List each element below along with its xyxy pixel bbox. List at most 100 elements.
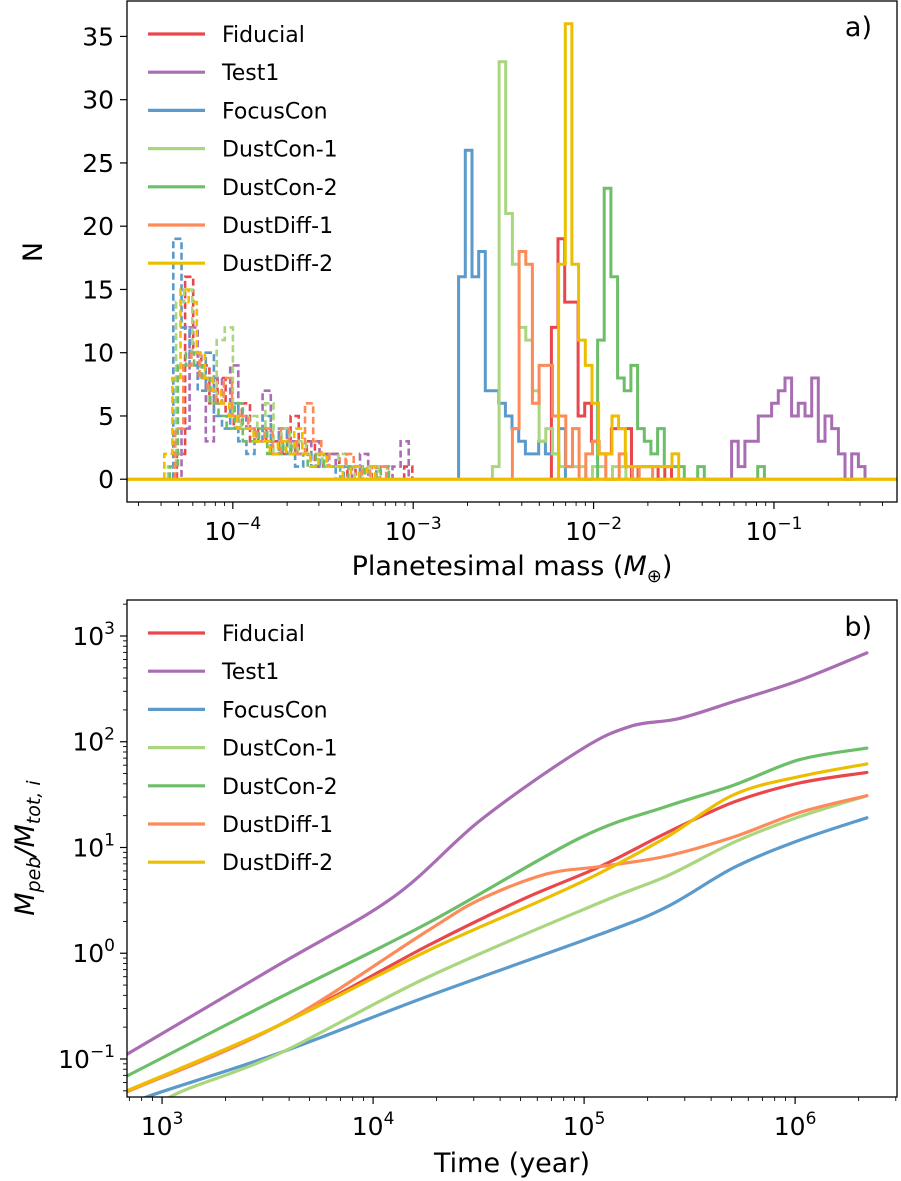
legend-item-dustcon-1: DustCon-1 <box>148 737 338 762</box>
line-dustdiff-1 <box>127 794 869 1094</box>
x-tick-base: 10 <box>774 1112 806 1141</box>
legend-item-dustdiff-1: DustDiff-1 <box>148 813 333 838</box>
y-tick-label: 0 <box>98 465 114 494</box>
y-tick-base: 10 <box>72 833 104 862</box>
legend-label: Test1 <box>221 61 279 86</box>
y-tick-label: 103 <box>72 619 115 651</box>
legend-label: DustCon-2 <box>222 176 338 201</box>
x-label-text: Planetesimal mass ( <box>352 551 624 582</box>
y-tick-exponent: 0 <box>104 936 115 956</box>
legend-item-test1: Test1 <box>148 660 279 685</box>
y-tick-exponent: 1 <box>104 830 115 850</box>
legend-item-dustcon-1: DustCon-1 <box>148 138 338 163</box>
legend-label: Fiducial <box>222 622 305 647</box>
x-tick-base: 10 <box>352 1112 384 1141</box>
line-dustdiff-2 <box>127 762 869 1093</box>
legend-label: FocusCon <box>222 99 328 124</box>
legend-item-fiducial: Fiducial <box>148 23 305 48</box>
y-tick-label: 102 <box>72 725 115 757</box>
x-tick-exponent: −3 <box>417 514 442 534</box>
x-tick-base: 10 <box>204 517 236 546</box>
y-tick-label: 20 <box>82 212 114 241</box>
x-tick-label: 104 <box>352 1109 395 1141</box>
histogram-dashed-dustdiff-1 <box>173 351 388 481</box>
line-dustcon-2 <box>127 746 869 1078</box>
x-tick-label: 10−4 <box>204 514 261 546</box>
y-tick-label: 101 <box>72 830 115 862</box>
histogram-dashed-dustcon-2 <box>168 351 391 481</box>
plot-area-a <box>127 22 897 481</box>
legend-item-dustdiff-2: DustDiff-2 <box>148 851 333 876</box>
legend-item-test1: Test1 <box>148 61 279 86</box>
x-tick-label: 105 <box>563 1109 606 1141</box>
y-tick-label: 5 <box>98 402 114 431</box>
x-label-symbol: M <box>623 551 646 582</box>
y-label-sub-peb: peb <box>23 857 45 894</box>
legend-label: DustDiff-1 <box>222 813 333 838</box>
axes-frame-b <box>126 599 898 1098</box>
x-tick-base: 10 <box>563 1112 595 1141</box>
x-tick-exponent: 5 <box>595 1109 606 1129</box>
y-tick-label: 35 <box>82 22 114 51</box>
legend-item-dustdiff-1: DustDiff-1 <box>148 214 333 239</box>
legend-item-focuscon: FocusCon <box>148 99 328 124</box>
legend-item-dustcon-2: DustCon-2 <box>148 775 338 800</box>
y-tick-exponent: 2 <box>104 725 115 745</box>
legend-label: FocusCon <box>222 698 328 723</box>
legend-label: Test1 <box>221 660 279 685</box>
line-focuscon <box>142 816 869 1097</box>
x-axis-label: Time (year) <box>433 1148 590 1179</box>
y-tick-label: 15 <box>82 275 114 304</box>
x-tick-exponent: −1 <box>777 514 802 534</box>
x-tick-label: 106 <box>774 1109 817 1141</box>
panel-label-a: a) <box>845 12 872 43</box>
x-axis-label: Planetesimal mass (M⊕) <box>352 551 673 587</box>
y-axis-label: Mpeb/Mtot, i <box>10 780 45 916</box>
x-tick-label: 103 <box>141 1109 184 1141</box>
y-tick-exponent: 3 <box>104 619 115 639</box>
x-tick-base: 10 <box>565 517 597 546</box>
legend-label: DustDiff-2 <box>222 252 333 277</box>
panel-label-b: b) <box>844 612 872 643</box>
x-tick-exponent: −4 <box>236 514 261 534</box>
y-tick-label: 100 <box>72 936 115 968</box>
y-tick-label: 30 <box>82 86 114 115</box>
y-tick-base: 10 <box>72 622 104 651</box>
histogram-solid-dustdiff-2 <box>557 22 681 480</box>
x-tick-label: 10−1 <box>746 514 803 546</box>
y-axis-label: N <box>18 242 49 262</box>
y-tick-base: 10 <box>72 728 104 757</box>
y-label-m: M <box>10 892 41 915</box>
legend-item-fiducial: Fiducial <box>148 622 305 647</box>
x-tick-exponent: 3 <box>173 1109 184 1129</box>
x-tick-base: 10 <box>141 1112 173 1141</box>
axes-frame-a <box>126 0 898 503</box>
x-tick-base: 10 <box>746 517 778 546</box>
x-tick-exponent: 6 <box>806 1109 817 1129</box>
x-label-close: ) <box>662 551 673 582</box>
legend-item-dustdiff-2: DustDiff-2 <box>148 252 333 277</box>
y-label-slash-m: /M <box>10 824 41 858</box>
histogram-solid-focuscon <box>457 148 567 480</box>
x-tick-label: 10−2 <box>565 514 622 546</box>
legend-item-dustcon-2: DustCon-2 <box>148 176 338 201</box>
y-tick-exponent: −1 <box>90 1042 115 1062</box>
legend-label: DustCon-1 <box>222 737 338 762</box>
legend-item-focuscon: FocusCon <box>148 698 328 723</box>
x-tick-label: 10−3 <box>385 514 442 546</box>
legend-a: Fiducial Test1 FocusCon DustCon-1 DustCon-2 D… <box>148 23 338 277</box>
plot-area-b <box>127 651 869 1097</box>
histogram-dashed-dustdiff-2 <box>163 288 377 481</box>
legend-label: DustDiff-1 <box>222 214 333 239</box>
x-tick-exponent: 4 <box>384 1109 395 1129</box>
legend-b: Fiducial Test1 FocusCon DustCon-1 DustCon-2 D… <box>148 622 338 876</box>
histogram-dashed-dustcon-1 <box>166 288 389 481</box>
y-label-sub-tot: tot, i <box>23 780 45 825</box>
y-tick-label: 10 <box>82 339 114 368</box>
y-tick-label: 10−1 <box>58 1042 115 1074</box>
legend-label: DustDiff-2 <box>222 851 333 876</box>
x-tick-exponent: −2 <box>597 514 622 534</box>
